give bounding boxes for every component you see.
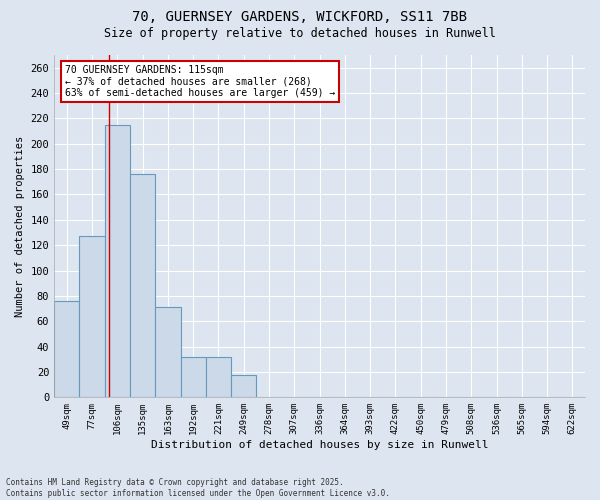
Y-axis label: Number of detached properties: Number of detached properties [15, 136, 25, 317]
Bar [130, 174, 155, 398]
Bar [181, 357, 206, 398]
Bar [206, 357, 231, 398]
Bar [231, 374, 256, 398]
Bar [54, 301, 79, 398]
X-axis label: Distribution of detached houses by size in Runwell: Distribution of detached houses by size … [151, 440, 488, 450]
Bar [79, 236, 105, 398]
Bar [155, 308, 181, 398]
Text: Contains HM Land Registry data © Crown copyright and database right 2025.
Contai: Contains HM Land Registry data © Crown c… [6, 478, 390, 498]
Bar [105, 124, 130, 398]
Text: Size of property relative to detached houses in Runwell: Size of property relative to detached ho… [104, 28, 496, 40]
Text: 70 GUERNSEY GARDENS: 115sqm
← 37% of detached houses are smaller (268)
63% of se: 70 GUERNSEY GARDENS: 115sqm ← 37% of det… [65, 66, 335, 98]
Text: 70, GUERNSEY GARDENS, WICKFORD, SS11 7BB: 70, GUERNSEY GARDENS, WICKFORD, SS11 7BB [133, 10, 467, 24]
